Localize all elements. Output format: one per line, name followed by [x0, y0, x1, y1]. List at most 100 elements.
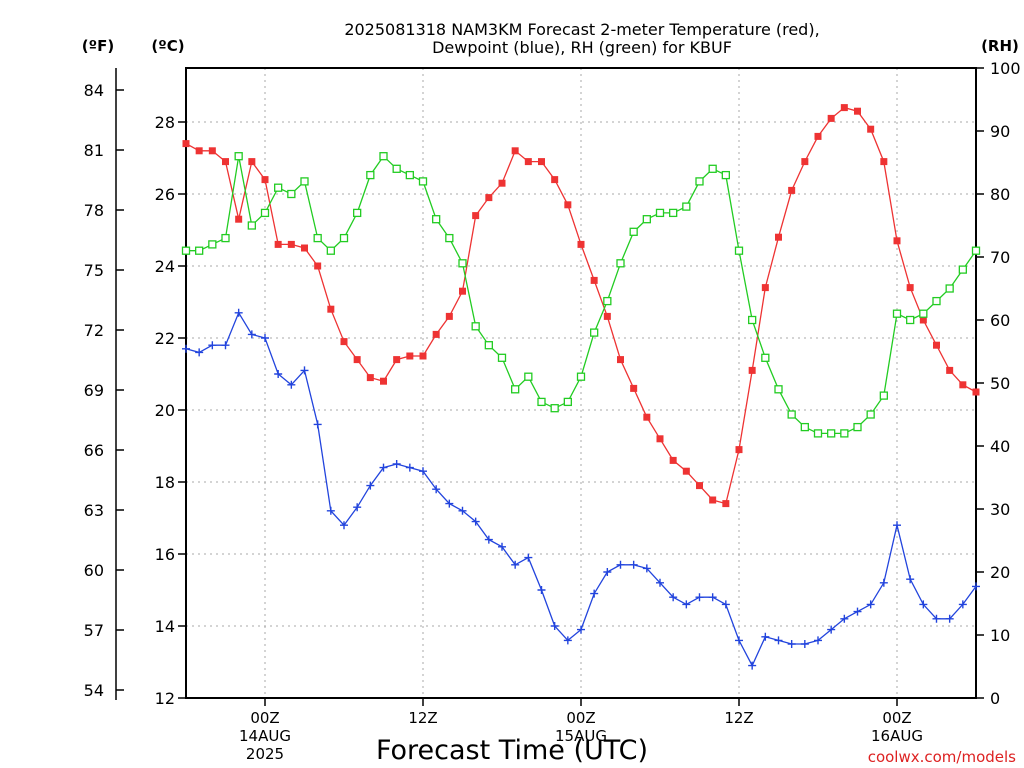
dewpoint-point — [814, 636, 822, 645]
x-tick-label: 2025 — [246, 745, 284, 763]
dewpoint-point — [313, 420, 322, 429]
dewpoint-point — [458, 506, 467, 515]
dewpoint-point — [563, 636, 572, 645]
dewpoint-point — [853, 607, 862, 616]
2-meter-temperature-point — [643, 413, 651, 421]
dewpoint-point — [800, 640, 809, 648]
2-meter-temperature-point — [735, 446, 743, 454]
dewpoint-point — [787, 640, 796, 648]
2-meter-temperature-point — [590, 276, 598, 284]
rh-tick-label: 40 — [990, 437, 1010, 456]
dewpoint-point — [471, 517, 480, 526]
rh-point — [274, 183, 283, 192]
2-meter-temperature-point — [432, 330, 440, 338]
fahrenheit-tick-label: 72 — [84, 321, 104, 340]
2-meter-temperature-point — [919, 316, 927, 324]
rh-point — [616, 259, 625, 268]
dewpoint-point — [656, 578, 664, 587]
rh-point — [971, 246, 981, 255]
x-tick-label: 12Z — [724, 709, 753, 727]
rh-point — [497, 353, 507, 362]
fahrenheit-tick-label: 63 — [84, 501, 104, 520]
2-meter-temperature-point — [854, 107, 861, 115]
2-meter-temperature-point — [801, 158, 809, 166]
rh-point — [339, 233, 349, 243]
2-meter-temperature-point — [682, 467, 690, 475]
rh-tick-label: 20 — [990, 563, 1010, 582]
x-tick-label: 12Z — [408, 709, 437, 727]
rh-point — [195, 246, 204, 255]
2-meter-temperature-point — [840, 104, 848, 112]
rh-point — [761, 353, 770, 362]
rh-point — [353, 208, 362, 218]
rh-point — [813, 429, 823, 438]
rh-point — [326, 246, 335, 255]
rh-point — [471, 322, 480, 331]
dewpoint-point — [682, 600, 691, 609]
dewpoint-point — [919, 600, 928, 609]
dewpoint-point — [182, 344, 190, 353]
2-meter-temperature-point — [406, 352, 414, 360]
2-meter-temperature-point — [827, 114, 835, 122]
2-meter-temperature-point — [867, 125, 875, 133]
rh-point — [418, 177, 428, 186]
2-meter-temperature-point — [472, 212, 480, 220]
2-meter-temperature-point — [393, 356, 401, 364]
2-meter-temperature-point — [814, 132, 822, 140]
dewpoint-point — [761, 632, 770, 641]
dewpoint-point — [432, 485, 441, 494]
fahrenheit-tick-label: 66 — [84, 441, 104, 460]
2-meter-temperature-point — [301, 244, 308, 252]
rh-point — [655, 208, 665, 218]
2-meter-temperature-point — [274, 240, 282, 248]
2-meter-temperature-point — [195, 147, 203, 155]
dewpoint-point — [616, 560, 625, 569]
dewpoint-point — [866, 600, 875, 609]
dewpoint-point — [708, 593, 717, 602]
dewpoint-point — [669, 593, 678, 602]
dewpoint-point — [300, 366, 309, 375]
dewpoint-point — [326, 506, 335, 515]
rh-point — [748, 315, 757, 325]
dewpoint-point — [366, 481, 375, 490]
2-meter-temperature-point — [261, 176, 269, 184]
chart-title-line-1: 2025081318 NAM3KM Forecast 2-meter Tempe… — [344, 20, 819, 39]
rh-point — [669, 208, 678, 218]
rh-point — [603, 296, 612, 306]
dewpoint-point — [340, 521, 348, 530]
dewpoint-point — [484, 535, 493, 544]
rh-point — [208, 240, 217, 249]
2-meter-temperature-point — [603, 312, 611, 320]
celsius-tick-label: 16 — [155, 545, 175, 564]
dewpoint-point — [445, 499, 454, 508]
rh-point — [958, 265, 967, 274]
dewpoint-point — [405, 463, 414, 472]
dewpoint-point — [524, 553, 533, 562]
2-meter-temperature-point — [340, 338, 348, 346]
dewpoint-point — [695, 593, 704, 602]
dewpoint-point — [419, 467, 427, 476]
dewpoint-point — [511, 560, 520, 569]
dewpoint-point — [958, 600, 967, 609]
rh-point — [721, 170, 730, 180]
rh-point — [379, 152, 388, 161]
rh-point — [287, 189, 296, 199]
2-meter-temperature-point — [182, 140, 190, 148]
celsius-tick-label: 24 — [155, 257, 175, 276]
chart-title-line-2: Dewpoint (blue), RH (green) for KBUF — [432, 38, 732, 57]
rh-point — [234, 152, 243, 161]
dewpoint-point — [261, 334, 269, 342]
2-meter-temperature-point — [564, 201, 572, 209]
fahrenheit-tick-label: 84 — [84, 81, 104, 100]
x-tick-label: 14AUG — [239, 727, 291, 745]
rh-point — [484, 341, 493, 350]
2-meter-temperature-point — [485, 194, 493, 202]
x-tick-label: 15AUG — [555, 727, 607, 745]
rh-point — [445, 233, 454, 243]
rh-point — [247, 221, 256, 230]
rh-tick-label: 50 — [990, 374, 1010, 393]
2-meter-temperature-point — [327, 305, 335, 313]
celsius-unit-label: (ºC) — [151, 37, 184, 55]
rh-point — [392, 164, 401, 173]
